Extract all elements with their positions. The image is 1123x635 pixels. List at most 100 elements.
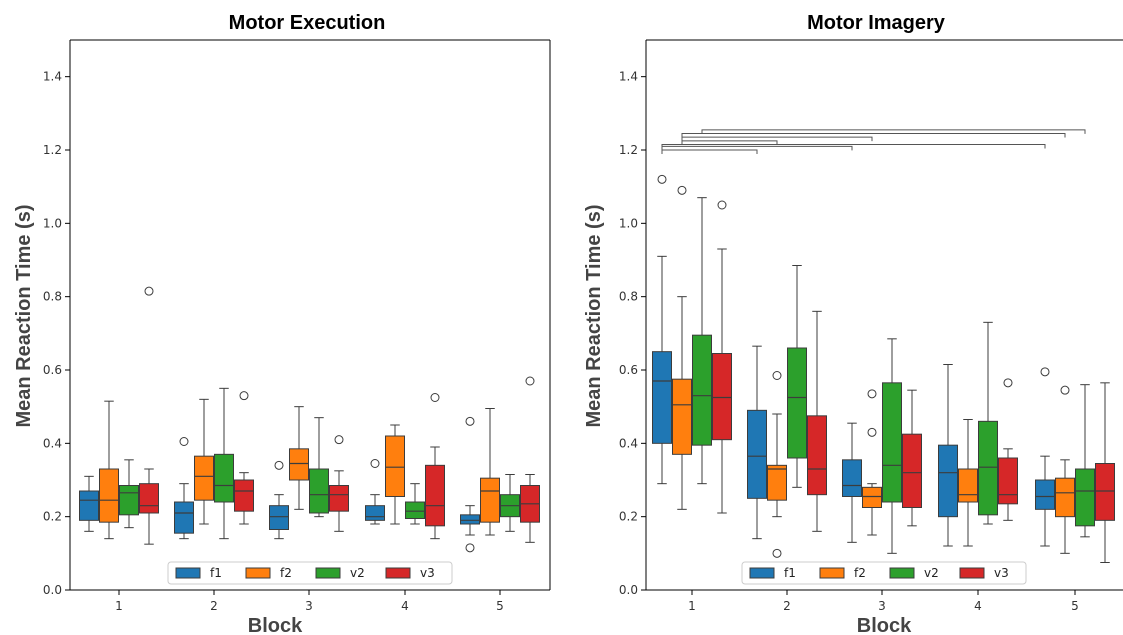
outlier-point (370, 459, 380, 468)
outlier-point (1060, 385, 1070, 395)
box-iqr (329, 485, 349, 512)
y-tick-label: 0.4 (619, 436, 638, 450)
legend-box (167, 561, 453, 585)
y-tick-label: 0.8 (43, 290, 62, 304)
box-f2-block-4 (958, 419, 978, 547)
box-v2-block-2 (214, 387, 234, 540)
box-v3-block-3 (329, 435, 349, 532)
x-tick-label: 1 (115, 599, 123, 613)
box-iqr (1075, 468, 1095, 527)
legend-swatch-f1 (749, 567, 775, 579)
legend-label-f1: f1 (784, 566, 796, 580)
box-iqr (958, 468, 978, 503)
outlier-point (657, 174, 667, 184)
legend-label-f2: f2 (280, 566, 292, 580)
box-v3-block-1 (712, 200, 732, 514)
box-f2-block-5 (1055, 385, 1075, 554)
outlier-point (465, 416, 475, 426)
box-iqr (902, 433, 922, 508)
plot-area: 0.0 0.2 0.4 0.6 0.8 1.0 1.2 1.4 1 2 3 4 5 f1 f2 v2 v3 (43, 39, 551, 613)
motor-imagery-panel: Motor Imagery Block Mean Reaction Time (… (583, 12, 1123, 635)
box-f1-block-5 (1035, 367, 1055, 547)
box-f1-block-4 (365, 459, 385, 525)
y-tick-label: 0.0 (619, 583, 638, 597)
legend-label-v2: v2 (350, 566, 365, 580)
x-tick-label: 5 (496, 599, 504, 613)
x-tick-label: 3 (305, 599, 313, 613)
box-f2-block-3 (862, 389, 882, 536)
outlier-point (525, 376, 535, 386)
y-tick-label: 1.0 (43, 216, 62, 230)
legend: f1 f2 v2 v3 (741, 561, 1027, 585)
x-tick-label: 1 (688, 599, 696, 613)
box-iqr (309, 468, 329, 514)
legend: f1 f2 v2 v3 (167, 561, 453, 585)
legend-swatch-v3 (959, 567, 985, 579)
y-tick-label: 1.4 (619, 70, 638, 84)
significance-bracket (661, 144, 1046, 149)
legend-swatch-f2 (819, 567, 845, 579)
box-iqr (365, 505, 385, 521)
box-iqr (787, 347, 807, 459)
x-axis-label: Block (248, 615, 303, 635)
box-iqr (79, 490, 99, 521)
outlier-point (239, 391, 249, 401)
outlier-point (465, 543, 475, 553)
box-iqr (767, 464, 787, 501)
box-v3-block-3 (902, 389, 922, 527)
outlier-point (144, 286, 154, 296)
box-v3-block-5 (520, 376, 540, 543)
y-tick-label: 0.6 (43, 363, 62, 377)
legend-label-f2: f2 (854, 566, 866, 580)
outlier-point (430, 393, 440, 402)
box-iqr (405, 501, 425, 519)
box-iqr (807, 415, 827, 496)
x-tick-label: 2 (783, 599, 791, 613)
box-f2-block-5 (480, 408, 500, 536)
chart-title: Motor Execution (229, 12, 386, 34)
outlier-point (334, 435, 344, 445)
y-tick-label: 0.2 (43, 510, 62, 524)
box-v2-block-3 (882, 338, 902, 554)
significance-bracket (681, 133, 1066, 138)
box-f2-block-2 (767, 371, 787, 558)
box-f1-block-3 (842, 422, 862, 543)
box-iqr (938, 444, 958, 518)
chart-title: Motor Imagery (807, 12, 946, 34)
box-f1-block-2 (174, 437, 194, 540)
legend-label-f1: f1 (210, 566, 222, 580)
box-v2-block-5 (1075, 384, 1095, 538)
legend-swatch-f2 (245, 567, 271, 579)
box-v3-block-4 (998, 378, 1018, 521)
outlier-point (1003, 378, 1013, 388)
box-v3-block-5 (1095, 382, 1115, 563)
x-tick-label: 2 (210, 599, 218, 613)
box-iqr (842, 459, 862, 498)
outlier-point (677, 185, 687, 195)
box-v3-block-4 (425, 393, 445, 540)
box-iqr (234, 479, 254, 512)
legend-swatch-v2 (315, 567, 341, 579)
box-f2-block-4 (385, 424, 405, 525)
box-iqr (862, 486, 882, 509)
y-tick-label: 0.8 (619, 290, 638, 304)
x-tick-label: 4 (974, 599, 982, 613)
box-iqr (747, 409, 767, 499)
box-f2-block-3 (289, 406, 309, 510)
box-iqr (214, 453, 234, 503)
outlier-point (772, 548, 782, 558)
outlier-point (772, 371, 782, 380)
significance-bracket (701, 129, 1086, 134)
outlier-point (274, 460, 284, 470)
box-iqr (119, 485, 139, 516)
significance-bracket (681, 140, 778, 145)
box-f2-block-1 (672, 185, 692, 510)
box-f2-block-2 (194, 398, 214, 525)
box-iqr (882, 382, 902, 503)
outlier-point (179, 437, 189, 446)
legend-label-v3: v3 (420, 566, 435, 580)
x-tick-label: 3 (878, 599, 886, 613)
x-tick-label: 5 (1071, 599, 1079, 613)
outlier-point (717, 200, 727, 210)
box-iqr (712, 353, 732, 441)
